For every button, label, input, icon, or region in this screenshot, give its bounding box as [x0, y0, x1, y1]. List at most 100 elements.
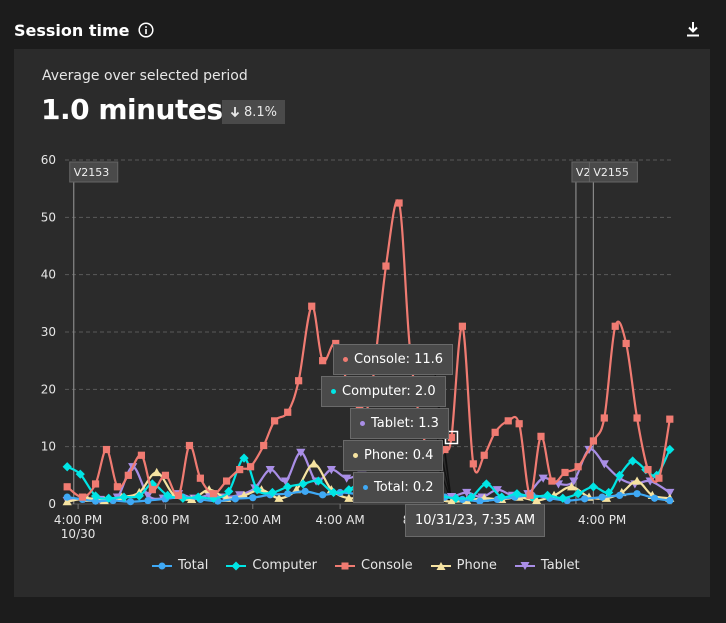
info-icon[interactable] [137, 22, 154, 38]
annotation-label: V2153 [74, 166, 110, 179]
data-point-console [148, 486, 156, 494]
download-icon[interactable] [684, 20, 702, 38]
data-point-computer [193, 492, 203, 502]
legend-item-total[interactable]: Total [152, 558, 208, 573]
data-point-tablet [143, 491, 153, 500]
data-point-tablet [462, 488, 472, 498]
legend-label: Total [178, 558, 209, 573]
data-point-total [126, 498, 135, 506]
change-value: 8.1% [244, 104, 278, 120]
data-point-console [78, 493, 87, 501]
data-point-total [666, 496, 674, 505]
data-point-tablet [280, 477, 291, 486]
data-point-total [231, 495, 239, 503]
data-point-console [319, 357, 327, 365]
data-point-console [548, 477, 556, 485]
data-point-console [480, 451, 488, 459]
tooltip-text: Console: 11.6 [354, 352, 444, 367]
chart-legend: Total Computer Console Phone Tablet [152, 558, 580, 573]
card-title: Session time [14, 20, 130, 40]
data-point-computer [558, 493, 568, 503]
data-point-tablet [569, 477, 579, 486]
data-point-console [469, 460, 477, 468]
data-point-console [185, 441, 194, 450]
data-point-computer [573, 489, 583, 499]
data-point-phone [566, 482, 577, 491]
x-tick-label: 4:00 PM [54, 513, 102, 527]
change-badge: 8.1% [222, 100, 286, 124]
arrow-down-icon [230, 107, 240, 118]
legend-marker-icon [430, 561, 451, 570]
legend-item-tablet[interactable]: Tablet [514, 558, 580, 573]
data-point-total [301, 487, 309, 495]
data-point-console [622, 339, 630, 348]
data-point-computer [252, 485, 262, 495]
y-tick-label: 60 [41, 153, 56, 167]
tooltip-dot [360, 421, 365, 426]
data-point-phone [62, 497, 72, 506]
data-point-console [458, 322, 466, 330]
legend-label: Phone [456, 558, 497, 573]
data-point-computer [542, 490, 553, 500]
data-point-console [102, 445, 111, 454]
data-point-computer [283, 482, 293, 492]
legend-item-phone[interactable]: Phone [430, 558, 497, 573]
data-point-console [561, 468, 569, 477]
annotation-label: V2 [576, 166, 591, 179]
card-header: Session time [14, 18, 154, 42]
tooltip-text: Tablet: 1.3 [371, 416, 439, 431]
chart-panel: Average over selected period 1.0 minutes… [14, 49, 710, 597]
data-point-console [504, 417, 512, 425]
tooltip-item: Phone: 0.4 [343, 440, 444, 471]
data-point-total [249, 494, 257, 502]
tooltip-text: Computer: 2.0 [342, 384, 436, 399]
legend-item-computer[interactable]: Computer [226, 558, 317, 573]
data-point-tablet [342, 474, 352, 483]
data-point-console [633, 414, 641, 422]
legend-label: Tablet [540, 558, 580, 573]
data-point-console [574, 463, 582, 471]
data-point-console [91, 480, 100, 488]
tooltip-dot [353, 453, 358, 458]
y-tick-label: 30 [41, 325, 56, 339]
tooltip-item: Console: 11.6 [333, 344, 454, 375]
y-tick-label: 50 [41, 210, 56, 224]
data-point-computer [134, 491, 144, 501]
data-point-computer [163, 490, 173, 500]
data-point-tablet [235, 491, 245, 500]
data-point-computer [104, 493, 114, 503]
summary-value: 1.0 minutes [41, 93, 223, 126]
data-point-computer [481, 479, 492, 489]
x-tick-sublabel: 10/30 [61, 527, 96, 541]
data-point-computer [628, 456, 638, 466]
data-point-computer [313, 476, 323, 486]
legend-marker-icon [152, 562, 172, 569]
data-point-console [666, 415, 674, 423]
data-point-computer [512, 489, 522, 499]
data-point-computer [90, 491, 101, 501]
tooltip-item: Total: 0.2 [353, 472, 444, 503]
tooltip-dot [363, 485, 368, 490]
annotation-label: V2155 [593, 166, 629, 179]
data-point-phone [532, 495, 542, 505]
data-point-phone [309, 459, 319, 468]
summary-label: Average over selected period [42, 68, 248, 84]
data-point-phone [239, 490, 249, 499]
x-tick-label: 4:00 PM [578, 513, 626, 527]
legend-marker-icon [226, 561, 247, 570]
data-point-total [476, 497, 484, 505]
y-tick-label: 10 [41, 440, 56, 454]
tooltip-dot [343, 357, 348, 362]
data-point-tablet [665, 488, 675, 498]
data-point-console [196, 474, 204, 482]
data-point-console [395, 199, 403, 207]
data-point-console [611, 322, 619, 330]
y-tick-label: 40 [41, 268, 56, 282]
data-point-computer [466, 492, 476, 502]
legend-item-console[interactable]: Console [335, 558, 413, 573]
data-point-console [284, 408, 292, 416]
legend-label: Computer [252, 558, 318, 573]
data-point-total [144, 496, 152, 505]
data-point-console [124, 471, 132, 479]
data-point-console [222, 477, 231, 485]
